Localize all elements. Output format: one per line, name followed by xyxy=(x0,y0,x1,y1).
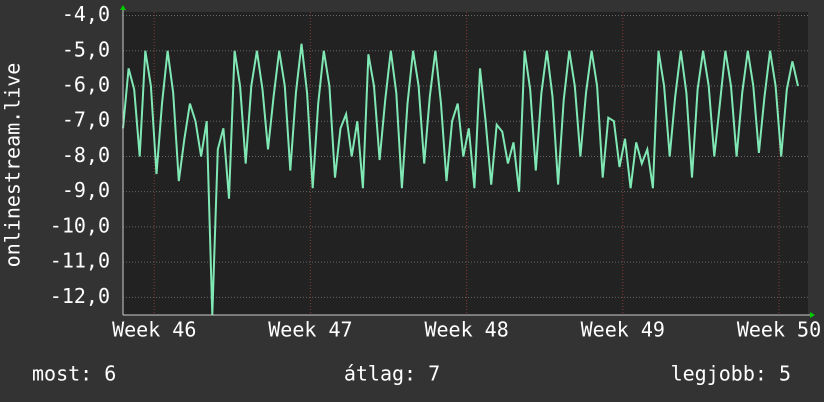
x-tick-label: Week 50 xyxy=(737,318,821,342)
y-tick-label: -10,0 xyxy=(50,213,110,237)
y-tick-label: -11,0 xyxy=(50,249,110,273)
y-tick-label: -4,0 xyxy=(62,2,110,26)
y-tick-label: -8,0 xyxy=(62,143,110,167)
footer-best: legjobb: 5 xyxy=(671,362,791,386)
x-tick-label: Week 46 xyxy=(112,318,196,342)
y-tick-label: -5,0 xyxy=(62,37,110,61)
y-tick-label: -9,0 xyxy=(62,178,110,202)
x-tick-label: Week 48 xyxy=(424,318,508,342)
axis-arrow xyxy=(120,5,126,10)
data-line xyxy=(122,43,799,316)
y-tick-label: -6,0 xyxy=(62,72,110,96)
y-tick-label: -12,0 xyxy=(50,284,110,308)
axis-arrow xyxy=(810,312,815,318)
x-tick-label: Week 47 xyxy=(268,318,352,342)
y-tick-label: -7,0 xyxy=(62,108,110,132)
y-axis-label: onlinestream.live xyxy=(1,63,25,268)
footer-current: most: 6 xyxy=(32,362,116,386)
footer-average: átlag: 7 xyxy=(344,362,440,386)
x-tick-label: Week 49 xyxy=(581,318,665,342)
